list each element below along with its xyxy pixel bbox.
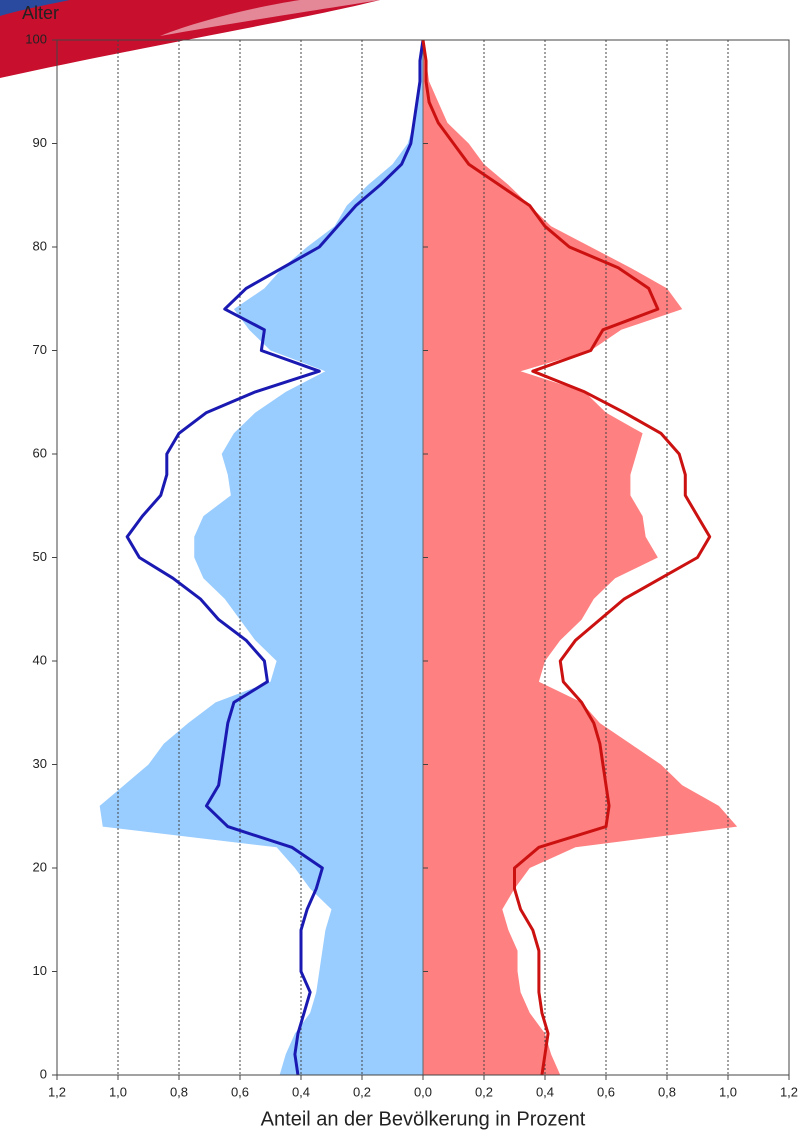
y-tick-label: 20 <box>33 859 47 874</box>
y-tick-label: 30 <box>33 756 47 771</box>
y-tick-label: 80 <box>33 238 47 253</box>
x-tick-label: 0,0 <box>414 1084 432 1099</box>
x-tick-label: 0,6 <box>597 1084 615 1099</box>
x-tick-label: 0,8 <box>658 1084 676 1099</box>
x-tick-label: 0,2 <box>353 1084 371 1099</box>
x-tick-label: 1,2 <box>780 1084 798 1099</box>
y-tick-label: 60 <box>33 445 47 460</box>
x-tick-label: 0,6 <box>231 1084 249 1099</box>
banner <box>0 0 380 78</box>
y-tick-label: 40 <box>33 652 47 667</box>
y-tick-label: 50 <box>33 549 47 564</box>
y-tick-label: 0 <box>40 1066 47 1081</box>
line <box>421 39 712 1076</box>
area <box>423 40 738 1075</box>
x-tick-label: 0,2 <box>475 1084 493 1099</box>
plot-frame <box>56 39 790 1076</box>
y-axis-label: Alter <box>22 3 59 23</box>
y-tick-label: 90 <box>33 135 47 150</box>
x-tick-label: 1,0 <box>719 1084 737 1099</box>
x-tick-label: 1,2 <box>48 1084 66 1099</box>
y-tick-label: 70 <box>33 342 47 357</box>
line <box>125 39 425 1076</box>
y-tick-label: 100 <box>25 31 47 46</box>
x-tick-label: 0,8 <box>170 1084 188 1099</box>
y-tick-label: 10 <box>33 963 47 978</box>
x-tick-label: 0,4 <box>536 1084 554 1099</box>
area <box>99 40 423 1075</box>
x-tick-label: 1,0 <box>109 1084 127 1099</box>
x-tick-label: 0,4 <box>292 1084 310 1099</box>
x-axis-label: Anteil an der Bevölkerung in Prozent <box>261 1108 586 1130</box>
